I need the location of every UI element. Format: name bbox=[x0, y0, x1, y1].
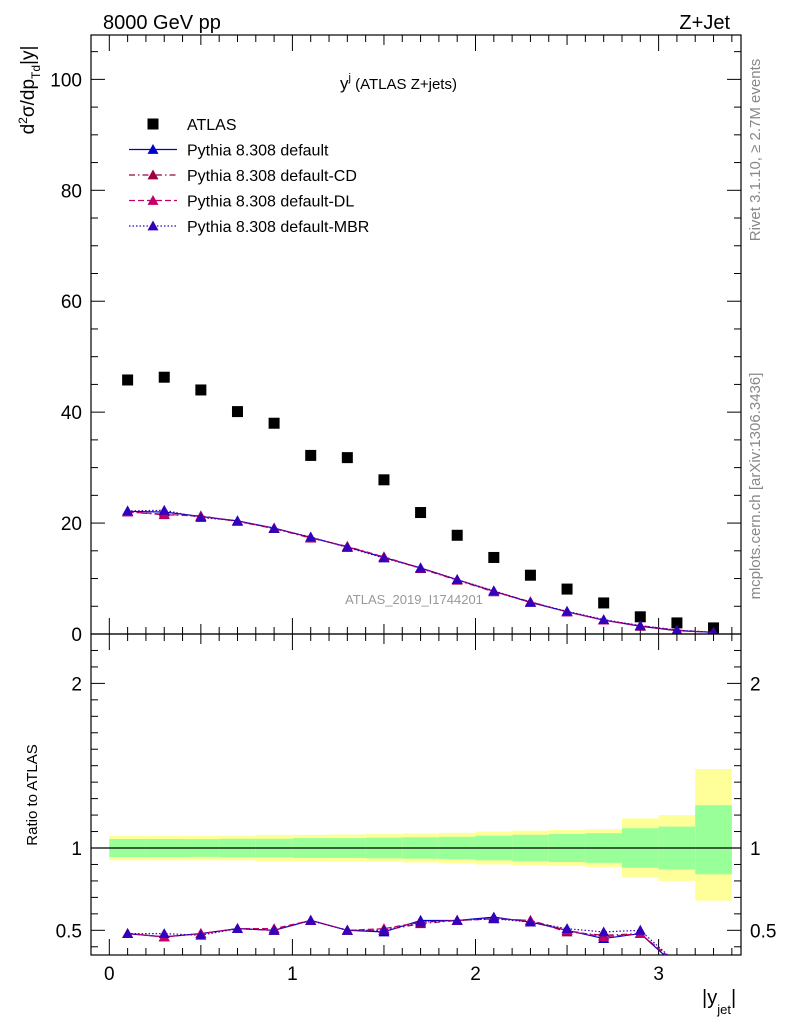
stat-uncertainty-band bbox=[695, 805, 732, 875]
atlas-data-point bbox=[341, 452, 353, 464]
mc-point-4 bbox=[231, 515, 243, 526]
atlas-data-point bbox=[158, 371, 170, 383]
header-right-label: Z+Jet bbox=[679, 12, 730, 34]
ratio-point-3 bbox=[415, 916, 427, 927]
legend-marker-1 bbox=[147, 144, 159, 154]
mc-point-4 bbox=[451, 574, 463, 585]
atlas-data-point bbox=[122, 374, 134, 386]
main-series-group bbox=[122, 371, 720, 634]
mc-point-4 bbox=[709, 626, 718, 634]
legend-marker-3 bbox=[147, 195, 159, 205]
legend-label: Pythia 8.308 default bbox=[187, 143, 329, 160]
ratio-point-3 bbox=[305, 914, 317, 925]
mc-point-4 bbox=[415, 562, 427, 573]
mc-point-4 bbox=[561, 605, 573, 616]
ratio-point-3 bbox=[158, 928, 170, 938]
legend-label: ATLAS bbox=[187, 117, 237, 134]
ratio-ytick-label-right: 1 bbox=[750, 839, 761, 860]
atlas-data-point bbox=[671, 617, 683, 629]
ratio-point-3 bbox=[341, 924, 353, 935]
atlas-data-point bbox=[598, 597, 610, 609]
mc-point-4 bbox=[598, 614, 610, 624]
ratio-ytick-label: 0.5 bbox=[56, 921, 82, 942]
ratio-plot-area: 0.5 0.5 1 1 2 2 0 1 2 3 bbox=[56, 633, 776, 985]
mc-point-4 bbox=[341, 541, 353, 552]
main-title: yj (ATLAS Z+jets) bbox=[340, 72, 457, 93]
xtick-label: 0 bbox=[104, 964, 115, 985]
xtick-label: 2 bbox=[470, 964, 481, 985]
main-ytick-label: 80 bbox=[61, 181, 82, 202]
series-line-4 bbox=[127, 509, 714, 633]
atlas-data-point bbox=[561, 583, 573, 595]
atlas-data-point bbox=[305, 449, 317, 461]
ratio-series-group bbox=[122, 911, 669, 955]
main-title-var: y bbox=[340, 74, 349, 93]
mc-point-4 bbox=[488, 585, 500, 596]
mc-point-4 bbox=[524, 596, 536, 607]
ratio-point-3 bbox=[561, 923, 573, 934]
legend: ATLAS Pythia 8.308 default Pythia 8.308 de… bbox=[129, 117, 369, 236]
ratio-line-3 bbox=[127, 918, 669, 955]
rivet-side-label: Rivet 3.1.10, ≥ 2.7M events bbox=[747, 59, 764, 242]
atlas-data-point bbox=[524, 569, 536, 581]
mc-point-4 bbox=[634, 620, 646, 631]
main-title-rest: (ATLAS Z+jets) bbox=[351, 76, 457, 93]
atlas-data-point bbox=[195, 384, 207, 396]
ratio-point-3 bbox=[195, 929, 207, 940]
main-ytick-label: 100 bbox=[50, 70, 82, 91]
atlas-data-point bbox=[451, 529, 463, 541]
ratio-point-3 bbox=[122, 928, 134, 938]
ratio-frame bbox=[90, 633, 742, 956]
ratio-ylabel: Ratio to ATLAS bbox=[24, 744, 41, 845]
mc-point-4 bbox=[305, 531, 317, 542]
mc-point-4 bbox=[195, 512, 207, 522]
main-title-sup: j bbox=[348, 72, 351, 84]
mc-point-4 bbox=[671, 624, 683, 634]
main-ylabel: d2σ/dpTd|y| bbox=[16, 46, 43, 135]
header-left-label: 8000 GeV pp bbox=[103, 12, 221, 34]
mc-point-4 bbox=[378, 552, 390, 563]
ratio-ytick-label: 2 bbox=[71, 674, 82, 695]
legend-marker-4 bbox=[147, 220, 159, 231]
legend-label: Pythia 8.308 default-DL bbox=[187, 194, 354, 211]
mcplots-side-label: mcplots.cern.ch [arXiv:1306.3436] bbox=[747, 373, 764, 600]
analysis-watermark: ATLAS_2019_I1744201 bbox=[345, 592, 483, 607]
ratio-point-3 bbox=[451, 914, 463, 925]
ratio-point-3 bbox=[598, 926, 610, 937]
atlas-data-point bbox=[378, 474, 390, 486]
atlas-data-point bbox=[415, 507, 427, 519]
ratio-point-3 bbox=[231, 923, 243, 934]
ratio-point-3 bbox=[524, 916, 536, 927]
main-plot-area: 0 20 40 60 80 100 bbox=[50, 34, 742, 646]
ratio-ytick-label: 1 bbox=[71, 839, 82, 860]
mc-point-4 bbox=[158, 504, 170, 515]
mc-point-4 bbox=[268, 523, 280, 534]
legend-label: Pythia 8.308 default-CD bbox=[187, 168, 357, 185]
main-ytick-label: 0 bbox=[71, 625, 82, 646]
main-ytick-label: 40 bbox=[61, 403, 82, 424]
main-ytick-label: 20 bbox=[61, 514, 82, 535]
atlas-data-point bbox=[634, 611, 646, 623]
xlabel: |yjet| bbox=[702, 987, 736, 1017]
ratio-point-3 bbox=[378, 924, 390, 935]
ratio-point-3 bbox=[634, 924, 646, 935]
mc-point-4 bbox=[122, 505, 134, 516]
ratio-ytick-label-right: 2 bbox=[750, 674, 761, 695]
legend-marker-atlas bbox=[147, 118, 159, 130]
legend-marker-2 bbox=[147, 169, 159, 180]
ratio-point-3 bbox=[268, 924, 280, 935]
atlas-data-point bbox=[268, 417, 280, 429]
atlas-data-point bbox=[231, 406, 243, 418]
xtick-label: 1 bbox=[287, 964, 298, 985]
xtick-label: 3 bbox=[653, 964, 664, 985]
legend-label: Pythia 8.308 default-MBR bbox=[187, 219, 369, 236]
atlas-data-point bbox=[488, 551, 500, 563]
main-ytick-label: 60 bbox=[61, 292, 82, 313]
ratio-point-3 bbox=[488, 913, 500, 924]
ratio-ytick-label-right: 0.5 bbox=[750, 921, 776, 942]
